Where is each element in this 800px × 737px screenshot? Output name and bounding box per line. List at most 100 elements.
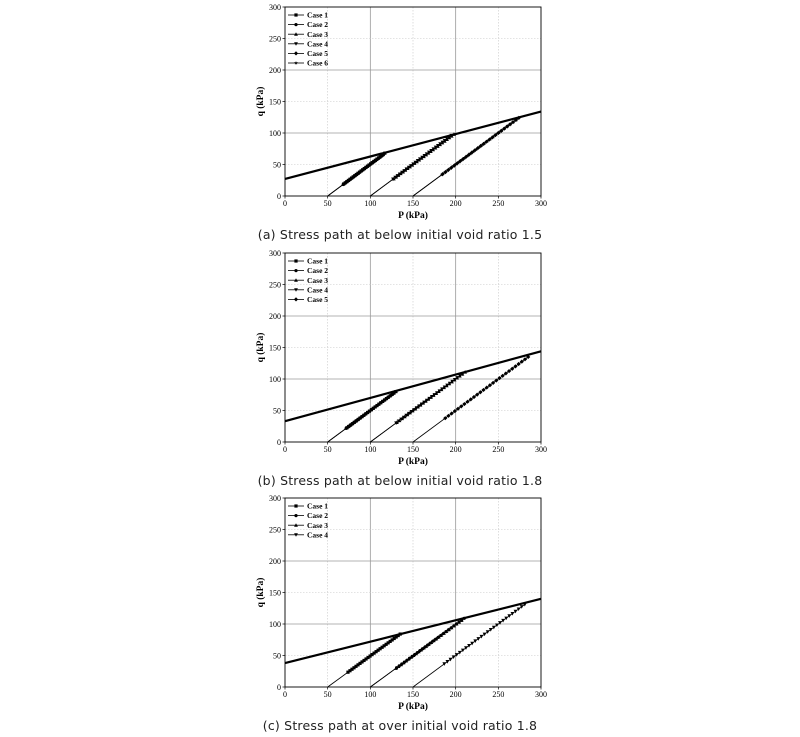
x-tick-label-0: 0 xyxy=(283,199,287,208)
x-tick-label-2: 100 xyxy=(364,690,376,699)
data-point-case-3-24 xyxy=(454,621,459,626)
failure-line xyxy=(284,597,542,665)
data-point-case-4-17 xyxy=(429,148,434,153)
data-point-case-6-20 xyxy=(497,130,502,135)
data-point-case-5-5 xyxy=(459,404,464,409)
data-point-case-4-21 xyxy=(438,142,443,146)
data-point-case-4-4 xyxy=(404,413,409,418)
data-point-case-4-1 xyxy=(445,660,450,664)
x-tick-label-3: 150 xyxy=(407,690,419,699)
data-point-case-6-26 xyxy=(514,117,519,122)
x-tick-label-1: 50 xyxy=(324,445,332,454)
data-point-case-1-1 xyxy=(348,669,352,673)
data-point-case-6-1 xyxy=(442,170,447,175)
data-point-case-4-6 xyxy=(460,648,465,653)
chart-panel-a: 0 50 100 150 200 250 300 0 50 100 150 200 250 300 P (k… xyxy=(0,0,800,246)
data-point-case-5-16 xyxy=(494,378,499,383)
data-point-case-6-18 xyxy=(491,134,496,139)
legend-marker-1 xyxy=(294,13,298,17)
y-tick-label-5: 250 xyxy=(269,526,281,535)
data-point-case-5-19 xyxy=(503,371,508,376)
failure-line xyxy=(284,350,542,423)
data-point-case-4-0 xyxy=(394,421,399,425)
y-tick-label-0: 0 xyxy=(277,438,281,447)
data-point-case-5-2 xyxy=(449,411,454,416)
legend-label-2: Case 2 xyxy=(307,511,328,520)
data-point-case-4-19 xyxy=(433,145,438,150)
data-point-case-4-6 xyxy=(404,167,409,172)
x-tick-label-3: 150 xyxy=(407,445,419,454)
caption-a: (a) Stress path at below initial void ra… xyxy=(257,227,543,242)
data-point-case-3-14 xyxy=(429,640,434,645)
data-point-case-4-5 xyxy=(402,169,407,173)
y-tick-label-4: 200 xyxy=(269,66,281,75)
data-point-case-5-3 xyxy=(452,409,457,414)
x-axis-label: P (kPa) xyxy=(398,701,428,712)
data-point-case-4-1 xyxy=(396,419,401,424)
x-tick-label-6: 300 xyxy=(535,445,547,454)
x-tick-label-5: 250 xyxy=(492,445,504,454)
data-point-case-1-8 xyxy=(362,658,366,663)
data-point-case-3-5 xyxy=(406,657,411,661)
data-point-case-3-19 xyxy=(442,631,446,635)
data-point-case-4-9 xyxy=(470,641,475,646)
y-tick-label-2: 100 xyxy=(269,375,281,384)
x-tick-label-4: 200 xyxy=(450,445,462,454)
data-point-case-1-12 xyxy=(370,652,374,657)
y-tick-label-3: 150 xyxy=(269,589,281,598)
data-point-case-4-14 xyxy=(429,394,434,399)
data-point-case-4-8 xyxy=(414,406,419,410)
chart-panel-b: 0 50 100 150 200 250 300 0 50 100 150 200 250 300 P (k… xyxy=(0,246,800,492)
data-point-case-6-6 xyxy=(457,159,462,164)
data-point-case-3-17 xyxy=(436,634,441,639)
data-point-case-4-11 xyxy=(422,400,427,405)
data-point-case-3-21 xyxy=(447,627,451,632)
data-point-case-4-2 xyxy=(395,174,400,178)
chart-a: 0 50 100 150 200 250 300 0 50 100 150 200 250 300 P (k… xyxy=(255,3,547,221)
data-point-case-3-10 xyxy=(419,647,424,652)
data-point-case-4-4 xyxy=(400,170,404,175)
data-point-case-3-12 xyxy=(424,644,429,648)
data-point-case-6-4 xyxy=(451,164,456,169)
data-point-case-4-7 xyxy=(464,646,468,650)
data-point-case-1-7 xyxy=(360,660,364,664)
data-point-case-4-25 xyxy=(519,605,524,609)
x-axis-label: P (kPa) xyxy=(398,456,428,467)
data-point-case-4-5 xyxy=(406,411,411,416)
data-point-case-4-3 xyxy=(397,172,402,177)
data-point-case-4-19 xyxy=(501,618,506,623)
chart-b: 0 50 100 150 200 250 300 0 50 100 150 200 250 300 P (k… xyxy=(255,249,547,467)
data-point-case-1-10 xyxy=(366,655,370,660)
legend-marker-3 xyxy=(294,278,298,282)
data-point-case-4-16 xyxy=(435,391,439,395)
data-point-case-3-8 xyxy=(414,651,419,656)
data-point-case-4-7 xyxy=(406,165,411,170)
data-point-case-3-6 xyxy=(409,655,413,659)
data-point-case-3-9 xyxy=(416,649,421,654)
data-point-case-1-19 xyxy=(384,642,388,646)
data-point-case-6-3 xyxy=(448,166,453,171)
data-point-case-1-15 xyxy=(376,648,380,652)
data-point-case-3-22 xyxy=(449,625,454,630)
data-point-case-4-22 xyxy=(440,140,445,145)
legend-marker-5 xyxy=(293,297,299,302)
data-point-case-4-14 xyxy=(485,630,490,634)
x-tick-label-2: 100 xyxy=(364,199,376,208)
legend-label-1: Case 1 xyxy=(307,11,328,20)
legend-label-3: Case 3 xyxy=(307,521,328,530)
y-tick-label-4: 200 xyxy=(269,312,281,321)
data-point-case-1-22 xyxy=(390,638,394,642)
data-point-case-4-5 xyxy=(457,650,462,655)
data-point-case-4-10 xyxy=(419,402,424,407)
data-point-case-1-18 xyxy=(382,644,386,648)
data-point-case-3-4 xyxy=(404,658,408,663)
data-point-case-1-14 xyxy=(374,650,378,654)
data-point-case-3-2 xyxy=(399,662,403,667)
legend-marker-4 xyxy=(294,42,298,46)
data-point-case-6-16 xyxy=(485,138,490,143)
legend-label-2: Case 2 xyxy=(307,266,328,275)
data-point-case-1-21 xyxy=(388,639,392,644)
legend-marker-1 xyxy=(294,259,298,263)
data-point-case-4-12 xyxy=(479,634,484,639)
data-point-case-4-23 xyxy=(442,138,447,143)
